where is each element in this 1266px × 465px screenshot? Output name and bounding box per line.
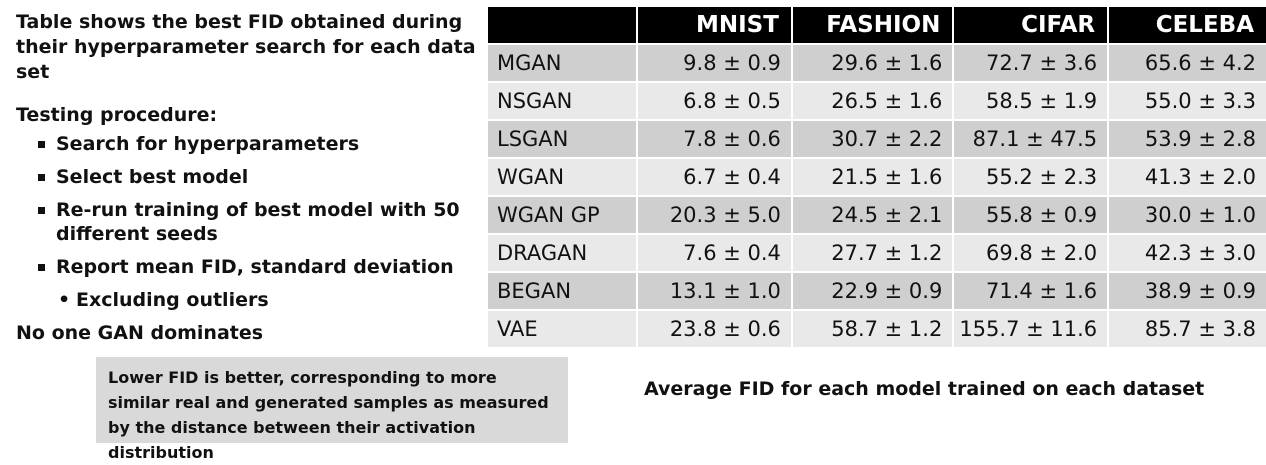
table-row: VAE 23.8 ± 0.6 58.7 ± 1.2 155.7 ± 11.6 8…: [488, 309, 1266, 347]
value-cell: 20.3 ± 5.0: [638, 195, 793, 233]
conclusion-text: No one GAN dominates: [16, 322, 264, 344]
value-cell: 13.1 ± 1.0: [638, 271, 793, 309]
table-row: NSGAN 6.8 ± 0.5 26.5 ± 1.6 58.5 ± 1.9 55…: [488, 81, 1266, 119]
value-cell: 22.9 ± 0.9: [792, 271, 955, 309]
value-cell: 29.6 ± 1.6: [792, 43, 955, 81]
testing-heading: Testing procedure:: [16, 104, 218, 126]
value-cell: 7.8 ± 0.6: [638, 119, 793, 157]
table-row: MGAN 9.8 ± 0.9 29.6 ± 1.6 72.7 ± 3.6 65.…: [488, 43, 1266, 81]
value-cell: 65.6 ± 4.2: [1109, 43, 1266, 81]
model-cell: WGAN: [488, 157, 639, 195]
step-item: Search for hyperparameters: [38, 132, 486, 156]
value-cell: 58.7 ± 1.2: [792, 309, 955, 347]
table-row: LSGAN 7.8 ± 0.6 30.7 ± 2.2 87.1 ± 47.5 5…: [488, 119, 1266, 157]
value-cell: 27.7 ± 1.2: [792, 233, 955, 271]
value-cell: 55.8 ± 0.9: [954, 195, 1110, 233]
value-cell: 30.0 ± 1.0: [1109, 195, 1266, 233]
value-cell: 87.1 ± 47.5: [954, 119, 1110, 157]
value-cell: 26.5 ± 1.6: [792, 81, 955, 119]
model-cell: NSGAN: [488, 81, 639, 119]
table-row: WGAN 6.7 ± 0.4 21.5 ± 1.6 55.2 ± 2.3 41.…: [488, 157, 1266, 195]
table-row: BEGAN 13.1 ± 1.0 22.9 ± 0.9 71.4 ± 1.6 3…: [488, 271, 1266, 309]
value-cell: 7.6 ± 0.4: [638, 233, 793, 271]
value-cell: 42.3 ± 3.0: [1109, 233, 1266, 271]
model-cell: WGAN GP: [488, 195, 639, 233]
step-item-label: Report mean FID, standard deviation: [56, 256, 454, 278]
value-cell: 72.7 ± 3.6: [954, 43, 1110, 81]
substep-item: Excluding outliers: [58, 288, 486, 312]
testing-steps-list: Search for hyperparameters Select best m…: [16, 132, 486, 312]
value-cell: 30.7 ± 2.2: [792, 119, 955, 157]
header-cell-cifar: CIFAR: [954, 7, 1110, 43]
value-cell: 41.3 ± 2.0: [1109, 157, 1266, 195]
description-panel: Table shows the best FID obtained during…: [16, 10, 486, 321]
header-cell-fashion: FASHION: [792, 7, 955, 43]
model-cell: BEGAN: [488, 271, 639, 309]
value-cell: 55.0 ± 3.3: [1109, 81, 1266, 119]
note-box: Lower FID is better, corresponding to mo…: [96, 357, 568, 462]
value-cell: 71.4 ± 1.6: [954, 271, 1110, 309]
value-cell: 24.5 ± 2.1: [792, 195, 955, 233]
value-cell: 6.7 ± 0.4: [638, 157, 793, 195]
value-cell: 69.8 ± 2.0: [954, 233, 1110, 271]
model-cell: VAE: [488, 309, 639, 347]
fid-table: MNIST FASHION CIFAR CELEBA MGAN 9.8 ± 0.…: [488, 7, 1266, 347]
value-cell: 23.8 ± 0.6: [638, 309, 793, 347]
substeps-list: Excluding outliers: [56, 288, 486, 312]
header-cell-model: [488, 7, 639, 43]
model-cell: DRAGAN: [488, 233, 639, 271]
value-cell: 55.2 ± 2.3: [954, 157, 1110, 195]
value-cell: 38.9 ± 0.9: [1109, 271, 1266, 309]
step-item: Select best model: [38, 165, 486, 189]
header-cell-mnist: MNIST: [638, 7, 793, 43]
model-cell: LSGAN: [488, 119, 639, 157]
model-cell: MGAN: [488, 43, 639, 81]
step-item: Re-run training of best model with 50 di…: [38, 198, 486, 246]
table-header-row: MNIST FASHION CIFAR CELEBA: [488, 7, 1266, 43]
table-row: WGAN GP 20.3 ± 5.0 24.5 ± 2.1 55.8 ± 0.9…: [488, 195, 1266, 233]
value-cell: 155.7 ± 11.6: [954, 309, 1110, 347]
step-item: Report mean FID, standard deviation Excl…: [38, 255, 486, 312]
value-cell: 53.9 ± 2.8: [1109, 119, 1266, 157]
value-cell: 85.7 ± 3.8: [1109, 309, 1266, 347]
table-row: DRAGAN 7.6 ± 0.4 27.7 ± 1.2 69.8 ± 2.0 4…: [488, 233, 1266, 271]
intro-text: Table shows the best FID obtained during…: [16, 11, 476, 83]
table-caption: Average FID for each model trained on ea…: [644, 378, 1205, 400]
value-cell: 6.8 ± 0.5: [638, 81, 793, 119]
header-cell-celeba: CELEBA: [1109, 7, 1266, 43]
value-cell: 21.5 ± 1.6: [792, 157, 955, 195]
value-cell: 58.5 ± 1.9: [954, 81, 1110, 119]
value-cell: 9.8 ± 0.9: [638, 43, 793, 81]
